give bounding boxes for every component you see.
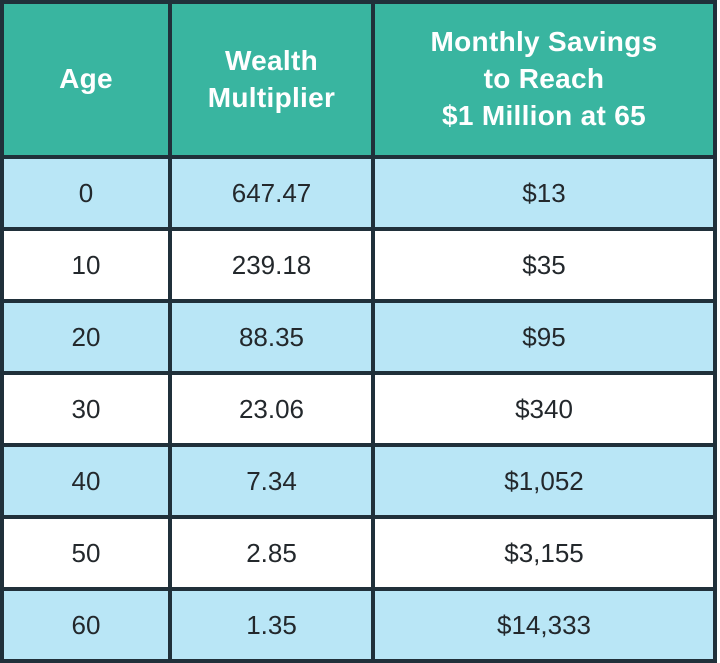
table-row: 60 1.35 $14,333	[0, 587, 717, 663]
savings-cell: $35	[371, 227, 717, 303]
multiplier-cell: 7.34	[168, 443, 375, 519]
table-row: 0 647.47 $13	[0, 155, 717, 231]
age-cell: 20	[0, 299, 172, 375]
age-cell: 50	[0, 515, 172, 591]
multiplier-cell: 1.35	[168, 587, 375, 663]
savings-cell: $95	[371, 299, 717, 375]
column-header-age: Age	[0, 0, 172, 159]
age-cell: 0	[0, 155, 172, 231]
savings-cell: $13	[371, 155, 717, 231]
multiplier-cell: 23.06	[168, 371, 375, 447]
age-cell: 10	[0, 227, 172, 303]
multiplier-cell: 239.18	[168, 227, 375, 303]
multiplier-cell: 88.35	[168, 299, 375, 375]
table-row: 30 23.06 $340	[0, 371, 717, 447]
age-cell: 60	[0, 587, 172, 663]
savings-cell: $3,155	[371, 515, 717, 591]
column-header-monthly-savings: Monthly Savings to Reach $1 Million at 6…	[371, 0, 717, 159]
multiplier-cell: 2.85	[168, 515, 375, 591]
age-cell: 30	[0, 371, 172, 447]
table-row: 10 239.18 $35	[0, 227, 717, 303]
table-row: 40 7.34 $1,052	[0, 443, 717, 519]
header-row: Age Wealth Multiplier Monthly Savings to…	[0, 0, 717, 159]
savings-cell: $1,052	[371, 443, 717, 519]
table-row: 20 88.35 $95	[0, 299, 717, 375]
savings-cell: $340	[371, 371, 717, 447]
savings-cell: $14,333	[371, 587, 717, 663]
column-header-wealth-multiplier: Wealth Multiplier	[168, 0, 375, 159]
multiplier-cell: 647.47	[168, 155, 375, 231]
table-row: 50 2.85 $3,155	[0, 515, 717, 591]
age-cell: 40	[0, 443, 172, 519]
